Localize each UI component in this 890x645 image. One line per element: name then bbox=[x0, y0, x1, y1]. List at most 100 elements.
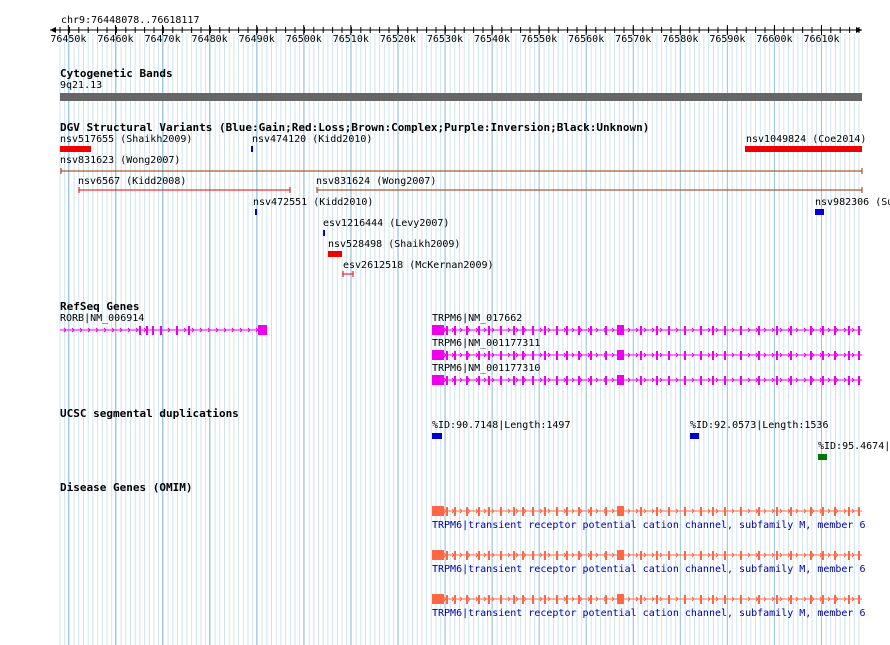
refseq-gene-trpm6-001177310-exon[interactable] bbox=[500, 376, 502, 385]
omim-gene-3-exon[interactable] bbox=[822, 595, 824, 604]
dgv-feature-nsv472551[interactable] bbox=[255, 209, 257, 215]
omim-gene-3-exon[interactable] bbox=[656, 595, 658, 604]
refseq-gene-trpm6-001177310-exon[interactable] bbox=[513, 376, 515, 385]
omim-gene-3-exon[interactable] bbox=[668, 595, 670, 604]
omim-gene-3-exon[interactable] bbox=[513, 595, 515, 604]
omim-gene-3-exon[interactable] bbox=[640, 595, 642, 604]
omim-gene-2-exon[interactable] bbox=[432, 550, 444, 560]
refseq-gene-trpm6-001177311-exon[interactable] bbox=[790, 351, 792, 360]
omim-gene-3-exon[interactable] bbox=[758, 595, 760, 604]
omim-gene-1-exon[interactable] bbox=[640, 507, 642, 516]
refseq-gene-trpm6-017662-exon[interactable] bbox=[605, 326, 607, 335]
dgv-feature-nsv1049824[interactable] bbox=[745, 146, 862, 152]
refseq-gene-trpm6-017662-exon[interactable] bbox=[532, 326, 534, 335]
refseq-gene-trpm6-017662-exon[interactable] bbox=[822, 326, 824, 335]
refseq-gene-trpm6-001177310-exon[interactable] bbox=[454, 376, 456, 385]
omim-gene-3-exon[interactable] bbox=[466, 595, 468, 604]
omim-gene-2-exon[interactable] bbox=[858, 551, 860, 560]
refseq-gene-rorb-exon[interactable] bbox=[258, 325, 267, 335]
dgv-feature-nsv528498[interactable] bbox=[328, 251, 342, 257]
segdup-feature-1[interactable] bbox=[432, 433, 442, 439]
omim-gene-1-exon[interactable] bbox=[724, 507, 726, 516]
refseq-gene-trpm6-017662-exon[interactable] bbox=[858, 326, 860, 335]
refseq-gene-trpm6-001177310-exon[interactable] bbox=[684, 376, 686, 385]
omim-gene-2-exon[interactable] bbox=[617, 550, 624, 560]
refseq-gene-trpm6-017662-exon[interactable] bbox=[640, 326, 642, 335]
omim-gene-3-exon[interactable] bbox=[500, 595, 502, 604]
omim-gene-2-exon[interactable] bbox=[776, 551, 778, 560]
omim-gene-2-exon[interactable] bbox=[488, 551, 490, 560]
refseq-gene-trpm6-001177311-exon[interactable] bbox=[532, 351, 534, 360]
refseq-gene-trpm6-001177310-exon[interactable] bbox=[758, 376, 760, 385]
omim-gene-2-exon[interactable] bbox=[700, 551, 702, 560]
omim-gene-2-exon[interactable] bbox=[578, 551, 580, 560]
omim-gene-2-exon[interactable] bbox=[532, 551, 534, 560]
refseq-gene-trpm6-001177310-exon[interactable] bbox=[810, 376, 812, 385]
omim-gene-2-exon[interactable] bbox=[712, 551, 714, 560]
omim-gene-3-exon[interactable] bbox=[740, 595, 742, 604]
refseq-gene-trpm6-001177311-exon[interactable] bbox=[617, 350, 624, 360]
omim-gene-3-exon[interactable] bbox=[590, 595, 592, 604]
dgv-feature-nsv474120[interactable] bbox=[251, 146, 253, 152]
refseq-gene-trpm6-017662-exon[interactable] bbox=[700, 326, 702, 335]
refseq-gene-trpm6-001177311-exon[interactable] bbox=[446, 351, 448, 360]
refseq-gene-trpm6-001177310-exon[interactable] bbox=[776, 376, 778, 385]
omim-gene-1-exon[interactable] bbox=[566, 507, 568, 516]
refseq-gene-trpm6-001177310-exon[interactable] bbox=[466, 376, 468, 385]
refseq-gene-trpm6-017662-exon[interactable] bbox=[712, 326, 714, 335]
refseq-gene-trpm6-017662-exon[interactable] bbox=[578, 326, 580, 335]
omim-gene-3-exon[interactable] bbox=[848, 595, 850, 604]
omim-gene-1-exon[interactable] bbox=[790, 507, 792, 516]
refseq-gene-trpm6-001177310-exon[interactable] bbox=[605, 376, 607, 385]
refseq-gene-trpm6-001177311-exon[interactable] bbox=[522, 351, 524, 360]
omim-gene-1-exon[interactable] bbox=[617, 506, 624, 516]
omim-gene-2-exon[interactable] bbox=[834, 551, 836, 560]
refseq-gene-trpm6-001177310-exon[interactable] bbox=[590, 376, 592, 385]
omim-gene-1-exon[interactable] bbox=[432, 506, 444, 516]
refseq-gene-trpm6-001177311-exon[interactable] bbox=[466, 351, 468, 360]
omim-gene-3-exon[interactable] bbox=[532, 595, 534, 604]
omim-gene-2-exon[interactable] bbox=[590, 551, 592, 560]
omim-gene-2-exon[interactable] bbox=[684, 551, 686, 560]
refseq-gene-rorb-exon[interactable] bbox=[160, 326, 162, 335]
omim-gene-1-exon[interactable] bbox=[848, 507, 850, 516]
omim-gene-3-exon[interactable] bbox=[556, 595, 558, 604]
omim-gene-3-exon[interactable] bbox=[858, 595, 860, 604]
omim-gene-1-exon[interactable] bbox=[500, 507, 502, 516]
omim-gene-1-exon[interactable] bbox=[488, 507, 490, 516]
refseq-gene-trpm6-001177310-exon[interactable] bbox=[578, 376, 580, 385]
refseq-gene-trpm6-001177311-exon[interactable] bbox=[640, 351, 642, 360]
omim-gene-3-exon[interactable] bbox=[810, 595, 812, 604]
omim-gene-3-exon[interactable] bbox=[544, 595, 546, 604]
omim-gene-3-exon[interactable] bbox=[700, 595, 702, 604]
segdup-feature-2[interactable] bbox=[690, 433, 699, 439]
refseq-gene-trpm6-001177311-exon[interactable] bbox=[578, 351, 580, 360]
omim-gene-2-exon[interactable] bbox=[605, 551, 607, 560]
refseq-gene-trpm6-017662-exon[interactable] bbox=[758, 326, 760, 335]
refseq-gene-trpm6-001177310-exon[interactable] bbox=[522, 376, 524, 385]
omim-label-1[interactable]: TRPM6|transient receptor potential catio… bbox=[432, 520, 866, 531]
omim-gene-3-exon[interactable] bbox=[712, 595, 714, 604]
refseq-gene-trpm6-001177311-exon[interactable] bbox=[488, 351, 490, 360]
refseq-gene-trpm6-001177311-exon[interactable] bbox=[454, 351, 456, 360]
omim-gene-2-exon[interactable] bbox=[478, 551, 480, 560]
segdup-feature-3[interactable] bbox=[818, 454, 827, 460]
omim-gene-3-exon[interactable] bbox=[684, 595, 686, 604]
refseq-gene-rorb-exon[interactable] bbox=[146, 326, 148, 335]
refseq-gene-trpm6-001177311-exon[interactable] bbox=[684, 351, 686, 360]
omim-gene-2-exon[interactable] bbox=[790, 551, 792, 560]
refseq-gene-trpm6-017662-exon[interactable] bbox=[488, 326, 490, 335]
omim-gene-1-exon[interactable] bbox=[668, 507, 670, 516]
dgv-feature-nsv982306[interactable] bbox=[815, 209, 824, 215]
omim-gene-3-exon[interactable] bbox=[578, 595, 580, 604]
omim-gene-1-exon[interactable] bbox=[446, 507, 448, 516]
omim-gene-2-exon[interactable] bbox=[566, 551, 568, 560]
omim-gene-1-exon[interactable] bbox=[478, 507, 480, 516]
refseq-gene-rorb-exon[interactable] bbox=[188, 326, 190, 335]
dgv-feature-esv1216444[interactable] bbox=[323, 230, 325, 236]
refseq-gene-trpm6-001177310-exon[interactable] bbox=[656, 376, 658, 385]
refseq-gene-trpm6-001177310-exon[interactable] bbox=[488, 376, 490, 385]
refseq-gene-trpm6-001177311-exon[interactable] bbox=[848, 351, 850, 360]
omim-gene-3-exon[interactable] bbox=[776, 595, 778, 604]
omim-gene-2-exon[interactable] bbox=[544, 551, 546, 560]
